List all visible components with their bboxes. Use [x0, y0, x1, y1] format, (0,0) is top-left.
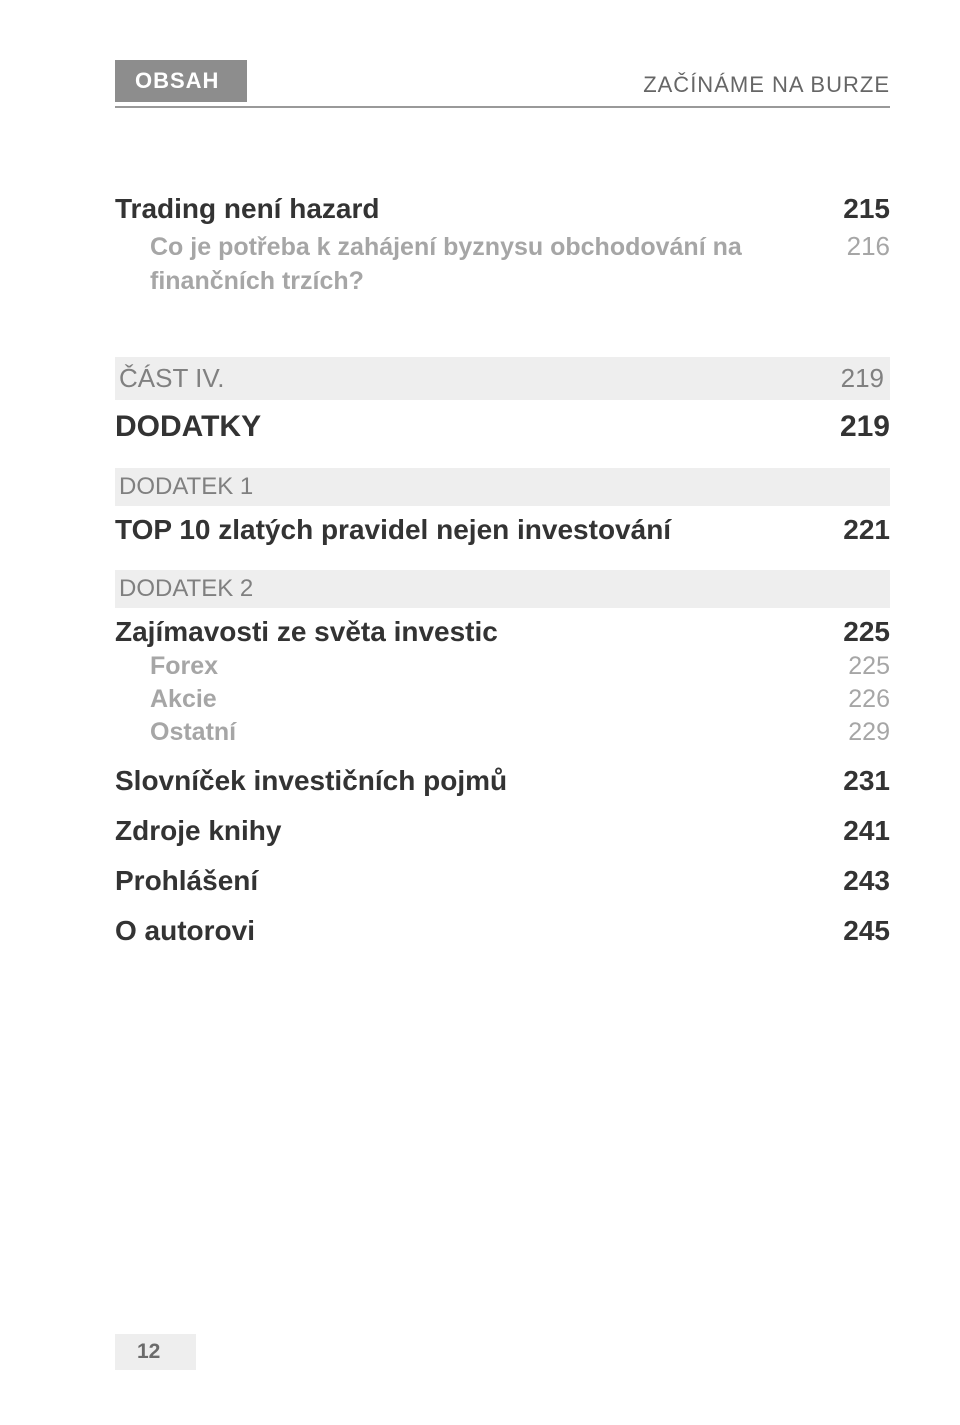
- toc-subentry: Ostatní 229: [150, 718, 890, 747]
- toc-entry: Zajímavosti ze světa investic 225: [115, 616, 890, 648]
- toc-entry: O autorovi 245: [115, 915, 890, 947]
- toc-subentry-title: Co je potřeba k zahájení byznysu obchodo…: [150, 231, 790, 299]
- header-running-title: ZAČÍNÁME NA BURZE: [643, 72, 890, 102]
- toc-part-label: ČÁST IV.: [115, 363, 225, 394]
- toc-part-title-page: 219: [840, 410, 890, 444]
- toc-entry-title: Prohlášení: [115, 865, 258, 897]
- toc-entry-title: Trading není hazard: [115, 193, 379, 225]
- toc-subsection-bar: DODATEK 1: [115, 468, 890, 506]
- toc-entry-page: 231: [843, 765, 890, 797]
- toc-entry-page: 225: [843, 616, 890, 648]
- page-content: OBSAH ZAČÍNÁME NA BURZE Trading není haz…: [0, 0, 960, 947]
- toc-subsection-bar: DODATEK 2: [115, 570, 890, 608]
- toc-subentry-page: 216: [847, 231, 890, 262]
- toc-subentry: Forex 225: [150, 652, 890, 681]
- toc-entry-title: Slovníček investičních pojmů: [115, 765, 507, 797]
- toc-entry-page: 221: [843, 514, 890, 546]
- toc-entry: Slovníček investičních pojmů 231: [115, 765, 890, 797]
- toc-entry-page: 245: [843, 915, 890, 947]
- toc-entry-page: 241: [843, 815, 890, 847]
- toc-part-page: 219: [841, 363, 884, 394]
- toc-entry-page: 215: [843, 193, 890, 225]
- table-of-contents: Trading není hazard 215 Co je potřeba k …: [115, 193, 890, 947]
- toc-subentry-title: Ostatní: [150, 718, 236, 747]
- toc-subentry-title: Akcie: [150, 685, 217, 714]
- toc-entry-title: Zdroje knihy: [115, 815, 281, 847]
- toc-entry-title: O autorovi: [115, 915, 255, 947]
- toc-subentry-page: 226: [848, 685, 890, 714]
- page-number: 12: [115, 1334, 196, 1370]
- toc-part-title: DODATKY 219: [115, 410, 890, 444]
- toc-subentry: Co je potřeba k zahájení byznysu obchodo…: [150, 231, 890, 299]
- toc-entry: TOP 10 zlatých pravidel nejen investován…: [115, 514, 890, 546]
- toc-subentry: Akcie 226: [150, 685, 890, 714]
- toc-entry-page: 243: [843, 865, 890, 897]
- toc-entry-title: TOP 10 zlatých pravidel nejen investován…: [115, 514, 671, 546]
- toc-part-bar: ČÁST IV. 219: [115, 357, 890, 400]
- toc-entry-title: Zajímavosti ze světa investic: [115, 616, 498, 648]
- page-header: OBSAH ZAČÍNÁME NA BURZE: [115, 60, 890, 108]
- header-tab: OBSAH: [115, 60, 247, 102]
- toc-subentry-page: 225: [848, 652, 890, 681]
- toc-subentry-title: Forex: [150, 652, 218, 681]
- toc-part-title-text: DODATKY: [115, 410, 261, 444]
- toc-entry: Prohlášení 243: [115, 865, 890, 897]
- toc-entry: Trading není hazard 215: [115, 193, 890, 225]
- toc-entry: Zdroje knihy 241: [115, 815, 890, 847]
- toc-subentry-page: 229: [848, 718, 890, 747]
- page-footer: 12: [115, 1334, 196, 1370]
